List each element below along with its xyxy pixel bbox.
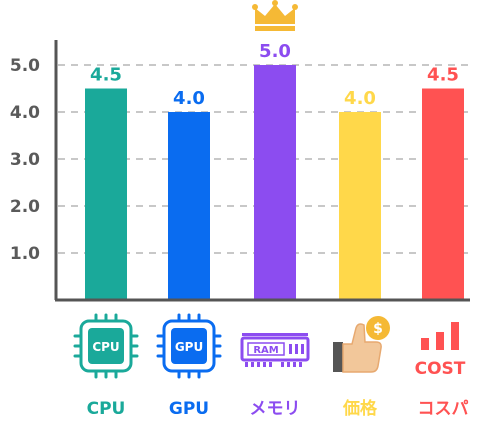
gpu-chip-icon: GPU (156, 313, 222, 379)
cost-icon-label: COST (415, 359, 466, 379)
value-label: 5.0 (259, 41, 291, 62)
y-tick-label: 4.0 (10, 103, 40, 123)
y-axis-ticks: 1.0 2.0 3.0 4.0 5.0 (10, 56, 40, 264)
coin-icon-label: $ (373, 321, 383, 337)
bar (254, 65, 296, 300)
value-labels: 4.5 4.0 5.0 4.0 4.5 (90, 41, 459, 109)
value-label: 4.0 (344, 88, 376, 109)
category-label-cost-performance: コスパ (418, 399, 469, 419)
value-label: 4.5 (427, 65, 459, 86)
bar (85, 88, 127, 300)
gpu-icon-label: GPU (175, 340, 203, 354)
y-tick-label: 3.0 (10, 150, 40, 170)
ram-module-icon: RAM (240, 333, 310, 367)
y-tick-label: 2.0 (10, 197, 40, 217)
value-label: 4.0 (173, 88, 205, 109)
y-tick-label: 5.0 (10, 56, 40, 76)
crown-icon (252, 0, 298, 31)
ram-icon-label: RAM (253, 345, 278, 356)
category-label-cpu: CPU (87, 399, 126, 419)
cost-bars-icon: COST (415, 322, 466, 379)
thumbs-up-coin-icon: $ (333, 316, 390, 373)
bar (422, 88, 464, 300)
category-label-price: 価格 (342, 398, 378, 419)
category-labels: CPU GPU メモリ 価格 コスパ (87, 398, 469, 419)
category-label-gpu: GPU (169, 399, 209, 419)
value-label: 4.5 (90, 65, 122, 86)
y-tick-label: 1.0 (10, 244, 40, 264)
bars (85, 65, 464, 300)
bar (339, 112, 381, 300)
category-label-memory: メモリ (250, 399, 301, 419)
cpu-chip-icon: CPU (73, 313, 139, 379)
bar (168, 112, 210, 300)
cpu-icon-label: CPU (92, 340, 119, 354)
